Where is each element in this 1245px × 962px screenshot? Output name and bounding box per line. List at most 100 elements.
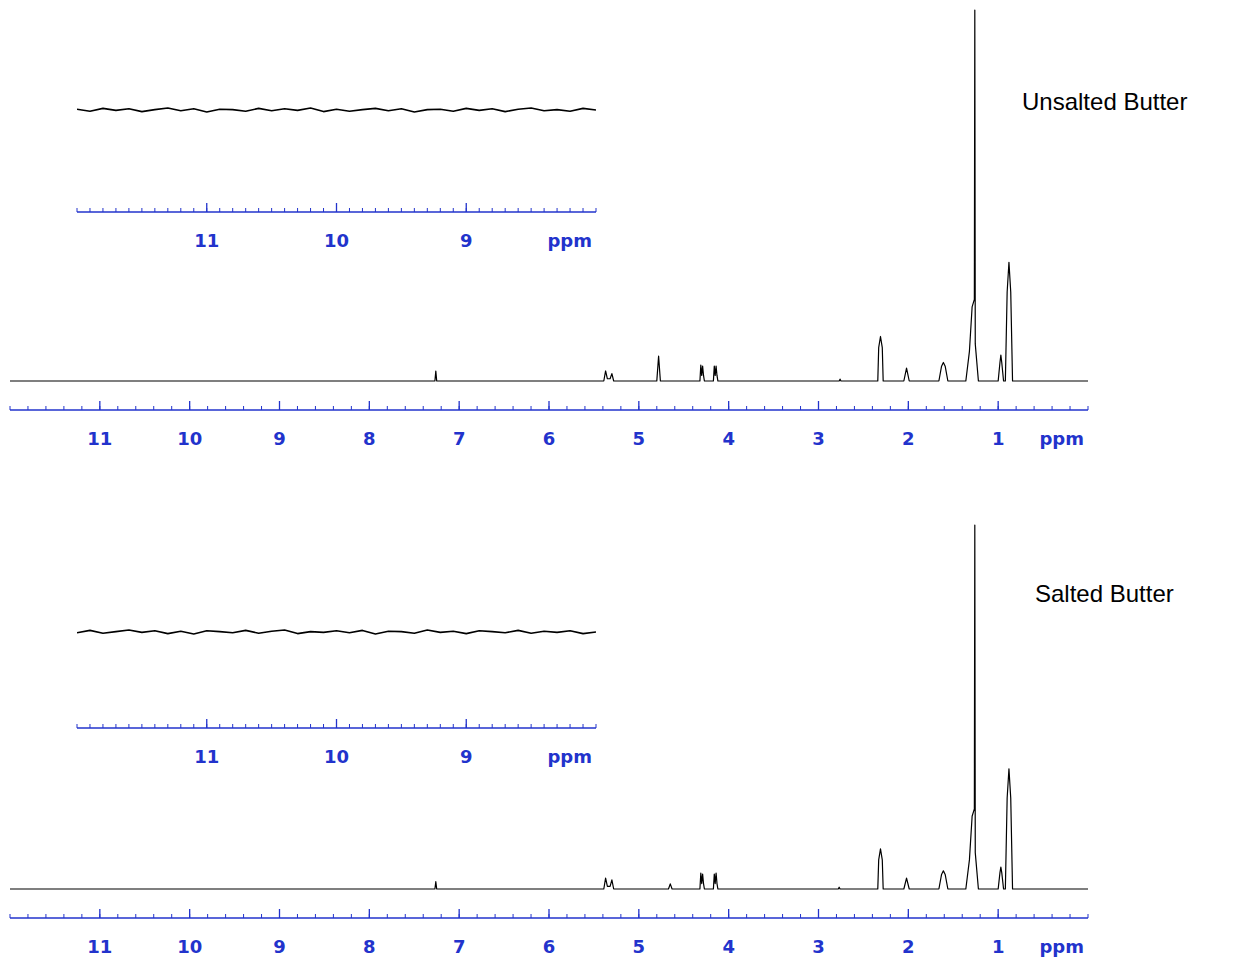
minor-tick bbox=[128, 724, 129, 728]
minor-tick bbox=[45, 914, 46, 918]
minor-tick bbox=[926, 914, 927, 918]
plot-area bbox=[77, 630, 596, 634]
minor-tick bbox=[362, 208, 363, 212]
minor-tick bbox=[746, 406, 747, 410]
panel: 11109ppm bbox=[77, 108, 596, 251]
major-tick bbox=[279, 401, 280, 410]
minor-tick bbox=[117, 406, 118, 410]
minor-tick bbox=[692, 406, 693, 410]
minor-tick bbox=[89, 724, 90, 728]
spectrum-trace bbox=[77, 108, 596, 112]
minor-tick bbox=[492, 208, 493, 212]
minor-tick bbox=[980, 914, 981, 918]
minor-tick bbox=[441, 406, 442, 410]
minor-tick bbox=[513, 914, 514, 918]
minor-tick bbox=[414, 208, 415, 212]
minor-tick bbox=[890, 914, 891, 918]
tick-label: 11 bbox=[87, 428, 112, 449]
tick-label: 11 bbox=[87, 936, 112, 957]
minor-tick bbox=[297, 406, 298, 410]
tick-label: 2 bbox=[902, 936, 915, 957]
major-tick bbox=[908, 909, 909, 918]
minor-tick bbox=[836, 914, 837, 918]
minor-tick bbox=[351, 914, 352, 918]
minor-tick bbox=[89, 208, 90, 212]
x-axis-title: ppm bbox=[547, 230, 592, 251]
minor-tick bbox=[479, 724, 480, 728]
minor-tick bbox=[27, 406, 28, 410]
minor-tick bbox=[388, 724, 389, 728]
minor-tick bbox=[351, 406, 352, 410]
major-tick bbox=[99, 401, 100, 410]
minor-tick bbox=[135, 406, 136, 410]
minor-tick bbox=[193, 208, 194, 212]
minor-tick bbox=[962, 406, 963, 410]
minor-tick bbox=[77, 208, 78, 212]
minor-tick bbox=[128, 208, 129, 212]
minor-tick bbox=[219, 208, 220, 212]
minor-tick bbox=[836, 406, 837, 410]
major-tick bbox=[336, 203, 337, 212]
minor-tick bbox=[557, 208, 558, 212]
minor-tick bbox=[1034, 406, 1035, 410]
tick-label: 7 bbox=[453, 428, 466, 449]
minor-tick bbox=[782, 406, 783, 410]
minor-tick bbox=[505, 724, 506, 728]
minor-tick bbox=[1052, 914, 1053, 918]
minor-tick bbox=[10, 406, 11, 410]
tick-label: 4 bbox=[722, 428, 735, 449]
major-tick bbox=[818, 401, 819, 410]
minor-tick bbox=[584, 406, 585, 410]
minor-tick bbox=[764, 914, 765, 918]
minor-tick bbox=[333, 406, 334, 410]
tick-label: 4 bbox=[722, 936, 735, 957]
minor-tick bbox=[583, 724, 584, 728]
minor-tick bbox=[596, 208, 597, 212]
major-tick bbox=[206, 203, 207, 212]
minor-tick bbox=[944, 914, 945, 918]
minor-tick bbox=[531, 914, 532, 918]
minor-tick bbox=[674, 406, 675, 410]
minor-tick bbox=[180, 208, 181, 212]
minor-tick bbox=[518, 724, 519, 728]
minor-tick bbox=[1070, 914, 1071, 918]
minor-tick bbox=[566, 406, 567, 410]
major-tick bbox=[466, 203, 467, 212]
minor-tick bbox=[245, 208, 246, 212]
major-tick bbox=[189, 401, 190, 410]
minor-tick bbox=[1016, 914, 1017, 918]
minor-tick bbox=[261, 914, 262, 918]
minor-tick bbox=[362, 724, 363, 728]
x-axis-title: ppm bbox=[547, 746, 592, 767]
tick-label: 6 bbox=[543, 428, 556, 449]
minor-tick bbox=[387, 406, 388, 410]
spectrum-trace bbox=[77, 630, 596, 634]
major-tick bbox=[466, 719, 467, 728]
minor-tick bbox=[423, 914, 424, 918]
minor-tick bbox=[349, 724, 350, 728]
major-tick bbox=[728, 401, 729, 410]
minor-tick bbox=[310, 208, 311, 212]
minor-tick bbox=[427, 724, 428, 728]
panel: 11109ppm bbox=[77, 630, 596, 767]
tick-label: 9 bbox=[273, 428, 286, 449]
tick-label: 11 bbox=[194, 746, 219, 767]
major-tick bbox=[998, 909, 999, 918]
minor-tick bbox=[782, 914, 783, 918]
major-tick bbox=[818, 909, 819, 918]
minor-tick bbox=[427, 208, 428, 212]
minor-tick bbox=[1088, 406, 1089, 410]
tick-label: 9 bbox=[460, 746, 473, 767]
plot-area bbox=[77, 108, 596, 112]
minor-tick bbox=[63, 914, 64, 918]
minor-tick bbox=[602, 406, 603, 410]
minor-tick bbox=[872, 914, 873, 918]
tick-label: 5 bbox=[633, 936, 646, 957]
major-tick bbox=[369, 401, 370, 410]
minor-tick bbox=[596, 724, 597, 728]
minor-tick bbox=[219, 724, 220, 728]
minor-tick bbox=[271, 724, 272, 728]
minor-tick bbox=[531, 406, 532, 410]
major-tick bbox=[998, 401, 999, 410]
minor-tick bbox=[243, 406, 244, 410]
